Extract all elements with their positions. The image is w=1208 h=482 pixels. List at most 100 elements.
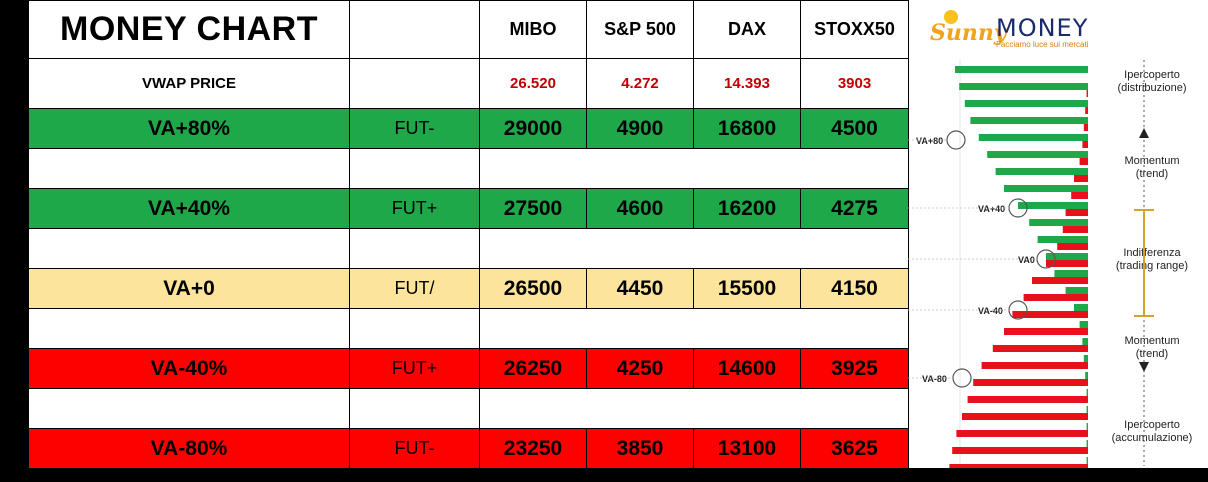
zone-label: Indifferenza (1123, 247, 1181, 259)
level-marker-label: VA+40 (978, 204, 1005, 214)
zone-sublabel: (trend) (1136, 168, 1168, 180)
green-bar (1054, 270, 1088, 277)
green-bar (959, 83, 1088, 90)
red-bar (962, 413, 1088, 420)
red-bar (1032, 277, 1088, 284)
value-dax: 16800 (693, 108, 801, 149)
green-bar (1086, 457, 1088, 464)
level-marker-label: VA-80 (922, 374, 947, 384)
level-marker-label: VA+80 (916, 136, 943, 146)
header-sp500: S&P 500 (586, 0, 694, 59)
blank-row (28, 388, 909, 429)
value-sp500: 4600 (586, 188, 694, 229)
red-bar (1071, 192, 1088, 199)
blank-row (28, 308, 909, 349)
zone-label: Momentum (1124, 335, 1179, 347)
green-bar (970, 117, 1088, 124)
green-bar (1086, 389, 1088, 396)
green-bar (987, 151, 1088, 158)
red-bar (981, 362, 1088, 369)
level-label: VA+40% (28, 188, 350, 229)
green-bar (1004, 185, 1088, 192)
arrow-up-icon (1139, 128, 1149, 138)
blank-row (28, 228, 909, 269)
sunny-money-logo: Sunny MONEY Facciamo luce sui mercati (930, 10, 1110, 50)
vwap-empty-cell (349, 58, 480, 109)
green-bar (1086, 423, 1088, 430)
zone-label: Momentum (1124, 155, 1179, 167)
row-va-plus-40: VA+40% FUT+ 27500 4600 16200 4275 (28, 188, 909, 229)
blank-cell (28, 308, 350, 349)
red-bar (1057, 243, 1088, 250)
value-sp500: 4250 (586, 348, 694, 389)
red-bar (992, 345, 1088, 352)
green-bar (1086, 440, 1088, 447)
zone-sublabel: (trading range) (1116, 260, 1188, 272)
bottom-border (0, 468, 1208, 482)
level-marker-label: VA-40 (978, 306, 1003, 316)
fut-signal: FUT+ (349, 188, 480, 229)
red-bar (956, 430, 1088, 437)
blank-cell (479, 308, 909, 349)
table-header-row: MONEY CHART MIBO S&P 500 DAX STOXX50 (28, 0, 909, 59)
value-mibo: 27500 (479, 188, 587, 229)
table-title: MONEY CHART (28, 0, 350, 59)
green-bar (1079, 321, 1088, 328)
value-dax: 13100 (693, 428, 801, 469)
logo-tagline: Facciamo luce sui mercati (996, 40, 1089, 49)
blank-row (28, 148, 909, 189)
red-bar (952, 447, 1088, 454)
green-bar (1082, 338, 1088, 345)
red-bar (967, 396, 1088, 403)
red-bar (1086, 90, 1088, 97)
header-stoxx50: STOXX50 (800, 0, 909, 59)
blank-cell (479, 228, 909, 269)
logo-money-text: MONEY (996, 14, 1089, 42)
zone-sublabel: (accumulazione) (1112, 432, 1193, 444)
green-bar (1085, 372, 1088, 379)
green-bar (978, 134, 1088, 141)
red-bar (973, 379, 1088, 386)
value-sp500: 4450 (586, 268, 694, 309)
red-bar (949, 464, 1088, 468)
level-label: VA+0 (28, 268, 350, 309)
red-bar (1046, 260, 1088, 267)
value-dax: 15500 (693, 268, 801, 309)
red-bar (1083, 124, 1088, 131)
blank-cell (28, 148, 350, 189)
blank-cell (479, 388, 909, 429)
zone-sublabel: (distribuzione) (1117, 82, 1186, 94)
green-bar (1046, 253, 1088, 260)
blank-cell (349, 388, 480, 429)
row-va-minus-80: VA-80% FUT- 23250 3850 13100 3625 (28, 428, 909, 469)
zone-sublabel: (trend) (1136, 348, 1168, 360)
green-bar (1018, 202, 1088, 209)
header-mibo: MIBO (479, 0, 587, 59)
red-bar (1079, 158, 1088, 165)
value-dax: 14600 (693, 348, 801, 389)
green-bar (1086, 406, 1088, 413)
vwap-stoxx50: 3903 (800, 58, 909, 109)
level-marker-circle (946, 130, 966, 150)
blank-cell (349, 148, 480, 189)
blank-cell (28, 228, 350, 269)
header-dax: DAX (693, 0, 801, 59)
fut-signal: FUT+ (349, 348, 480, 389)
level-label: VA-80% (28, 428, 350, 469)
green-bar (995, 168, 1088, 175)
value-mibo: 23250 (479, 428, 587, 469)
value-stoxx50: 4500 (800, 108, 909, 149)
fut-signal: FUT- (349, 108, 480, 149)
arrow-down-icon (1139, 362, 1149, 372)
zone-label: Ipercoperto (1124, 69, 1180, 81)
header-empty-cell (349, 0, 480, 59)
green-bar (1029, 219, 1088, 226)
blank-cell (349, 308, 480, 349)
value-mibo: 26250 (479, 348, 587, 389)
left-border (0, 0, 28, 470)
value-sp500: 4900 (586, 108, 694, 149)
value-mibo: 26500 (479, 268, 587, 309)
level-marker-circle (952, 368, 972, 388)
blank-cell (28, 388, 350, 429)
